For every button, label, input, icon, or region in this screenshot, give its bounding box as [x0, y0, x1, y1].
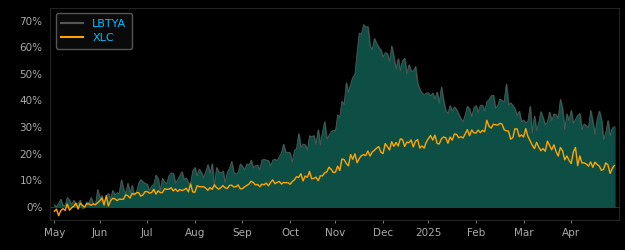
- Legend: LBTYA, XLC: LBTYA, XLC: [56, 13, 132, 49]
